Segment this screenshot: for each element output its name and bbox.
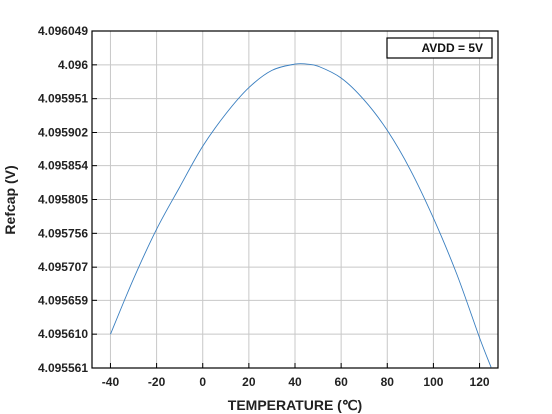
- y-tick-label: 4.095805: [38, 193, 88, 207]
- y-tick-label: 4.095561: [38, 361, 88, 375]
- x-tick-label: 100: [423, 375, 443, 389]
- legend-entry-label: AVDD = 5V: [422, 41, 483, 55]
- x-tick-label: -40: [102, 375, 120, 389]
- y-tick-label: 4.095951: [38, 92, 88, 106]
- x-tick-label: 40: [288, 375, 302, 389]
- x-tick-label: 80: [381, 375, 395, 389]
- y-tick-label: 4.095756: [38, 226, 88, 240]
- legend: AVDD = 5V: [386, 37, 493, 59]
- x-tick-label: -20: [148, 375, 166, 389]
- series-layer: [110, 63, 492, 368]
- x-tick-label: 60: [334, 375, 348, 389]
- x-axis-ticks: -40 -20 0 20 40 60 80 100 120: [102, 363, 490, 389]
- y-axis-label: Refcap (V): [2, 165, 18, 234]
- y-tick-label: 4.095854: [38, 159, 88, 173]
- grid-lines: [92, 31, 498, 368]
- y-tick-label: 4.096049: [38, 24, 88, 38]
- y-tick-label: 4.095659: [38, 293, 88, 307]
- y-axis-ticks: 4.095561 4.095610 4.095659 4.095707 4.095756…: [38, 24, 97, 375]
- y-tick-label: 4.095902: [38, 126, 88, 140]
- y-tick-label: 4.095610: [38, 327, 88, 341]
- x-tick-label: 0: [199, 375, 206, 389]
- series-line: [110, 63, 492, 368]
- x-tick-label: 120: [470, 375, 490, 389]
- y-tick-label: 4.095707: [38, 260, 88, 274]
- x-axis-label: TEMPERATURE (℃): [228, 397, 362, 413]
- legend-box: [386, 37, 493, 59]
- x-tick-label: 20: [242, 375, 256, 389]
- y-tick-label: 4.096: [58, 58, 88, 72]
